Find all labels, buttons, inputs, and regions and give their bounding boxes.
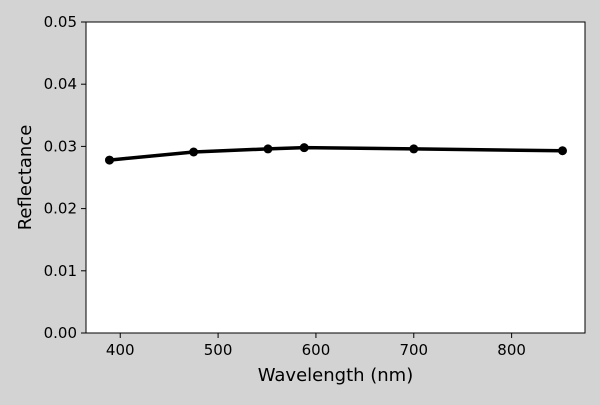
data-point	[299, 143, 309, 153]
y-tick-label: 0.03	[44, 137, 77, 155]
data-point	[409, 144, 419, 154]
y-tick-label: 0.01	[44, 262, 77, 280]
y-tick-label: 0.04	[44, 75, 77, 93]
x-tick-label: 600	[302, 341, 331, 359]
y-tick-label: 0.00	[44, 324, 77, 342]
data-series	[104, 143, 567, 165]
series-line	[107, 145, 565, 162]
y-axis-label: Reflectance	[15, 125, 36, 231]
x-tick-label: 700	[399, 341, 428, 359]
data-point	[557, 146, 567, 156]
axis-ticks: 400 500 600 700 800 0.00 0.01 0.02 0.03 0.04 0.05	[44, 13, 526, 359]
y-tick-label: 0.02	[44, 200, 77, 218]
plot-area	[86, 22, 585, 333]
data-point	[263, 144, 273, 154]
x-tick-label: 400	[106, 341, 135, 359]
data-point	[189, 147, 199, 157]
x-tick-label: 500	[204, 341, 233, 359]
data-point	[104, 155, 114, 165]
y-tick-label: 0.05	[44, 13, 77, 31]
x-tick-label: 800	[497, 341, 526, 359]
plot-frame	[85, 21, 586, 334]
x-axis-label: Wavelength (nm)	[258, 365, 414, 386]
